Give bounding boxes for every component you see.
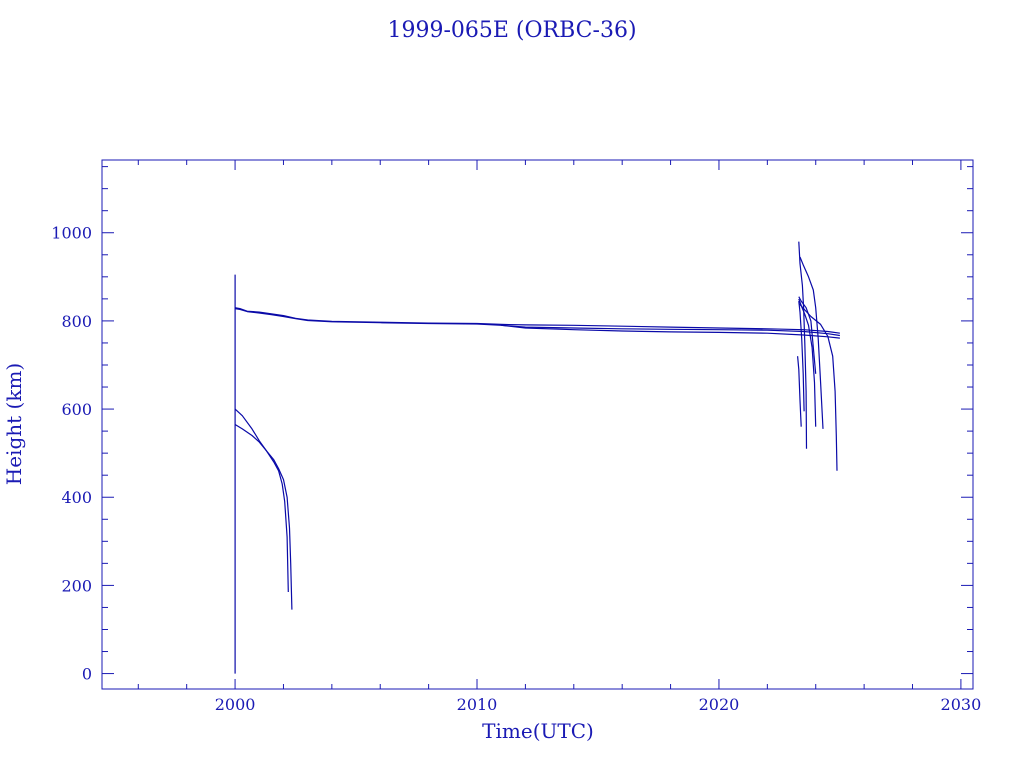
x-tick-label: 2010 bbox=[457, 695, 498, 714]
series-line-4 bbox=[501, 324, 840, 339]
y-tick-label: 1000 bbox=[51, 224, 92, 243]
series-line-5 bbox=[234, 408, 289, 593]
series-line-11 bbox=[798, 298, 817, 427]
series-line-8 bbox=[799, 256, 824, 429]
x-tick-label: 2020 bbox=[699, 695, 740, 714]
plot-frame bbox=[101, 159, 974, 690]
series-lines bbox=[234, 241, 840, 674]
axis-tick-labels: 2000 2010 2020 2030 0 200 400 600 800 1000 bbox=[51, 224, 981, 714]
series-line-12 bbox=[798, 301, 805, 412]
series-line-3 bbox=[235, 308, 840, 337]
y-axis-label: Height (km) bbox=[2, 363, 26, 485]
series-line-7 bbox=[798, 241, 808, 449]
x-tick-label: 2000 bbox=[215, 695, 256, 714]
series-line-13 bbox=[797, 356, 802, 427]
series-line-2 bbox=[234, 307, 840, 334]
axis-ticks bbox=[102, 160, 973, 689]
x-tick-label: 2030 bbox=[941, 695, 982, 714]
y-tick-label: 200 bbox=[61, 576, 92, 595]
chart-title: 1999-065E (ORBC-36) bbox=[387, 18, 636, 43]
y-tick-label: 400 bbox=[61, 488, 92, 507]
series-line-10 bbox=[798, 296, 817, 374]
y-tick-label: 800 bbox=[61, 312, 92, 331]
y-tick-label: 0 bbox=[82, 665, 92, 684]
series-line-6 bbox=[234, 423, 293, 610]
series-line-9 bbox=[798, 302, 838, 471]
x-axis-label: Time(UTC) bbox=[482, 719, 594, 743]
y-tick-label: 600 bbox=[61, 400, 92, 419]
